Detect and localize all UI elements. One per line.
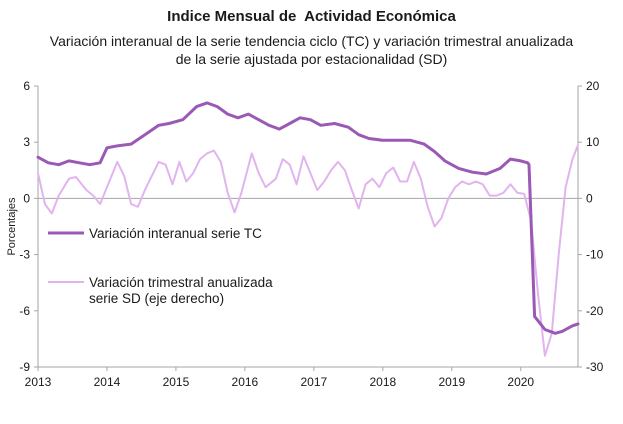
y-left-tick-label: 0 [23, 191, 30, 205]
chart-subtitle-line-1: Variación interanual de la serie tendenc… [49, 33, 574, 49]
chart-title: Indice Mensual de Actividad Económica [167, 8, 456, 25]
y-right-tick-label: 10 [586, 135, 600, 149]
x-tick-label: 2018 [369, 375, 396, 389]
legend-label-sd-line-1: Variación trimestral anualizada [89, 275, 273, 290]
x-tick-label: 2013 [25, 375, 52, 389]
y-right-tick-label: 20 [586, 79, 600, 93]
x-tick-label: 2016 [232, 375, 259, 389]
chart-subtitle-line-2: de la serie ajustada por estacionalidad … [175, 51, 448, 67]
x-tick-label: 2020 [507, 375, 534, 389]
y-right-tick-label: 0 [586, 191, 593, 205]
y-axis-label: Porcentajes [6, 197, 18, 256]
x-tick-label: 2015 [163, 375, 190, 389]
y-left-tick-label: -6 [19, 304, 30, 318]
legend-label-sd-line-2: serie SD (eje derecho) [89, 291, 224, 306]
y-right-tick-label: -30 [586, 360, 604, 374]
series-line-tc [36, 101, 580, 335]
x-tick-label: 2019 [438, 375, 465, 389]
y-right-tick-label: -20 [586, 304, 604, 318]
y-left-tick-label: -3 [19, 248, 30, 262]
y-left-tick-label: 6 [23, 79, 30, 93]
legend-label-tc: Variación interanual serie TC [89, 226, 262, 241]
x-tick-label: 2017 [301, 375, 328, 389]
series-line-sd [37, 144, 579, 357]
y-right-tick-label: -10 [586, 248, 604, 262]
x-tick-label: 2014 [94, 375, 121, 389]
y-left-tick-label: -9 [19, 360, 30, 374]
y-left-tick-label: 3 [23, 135, 30, 149]
